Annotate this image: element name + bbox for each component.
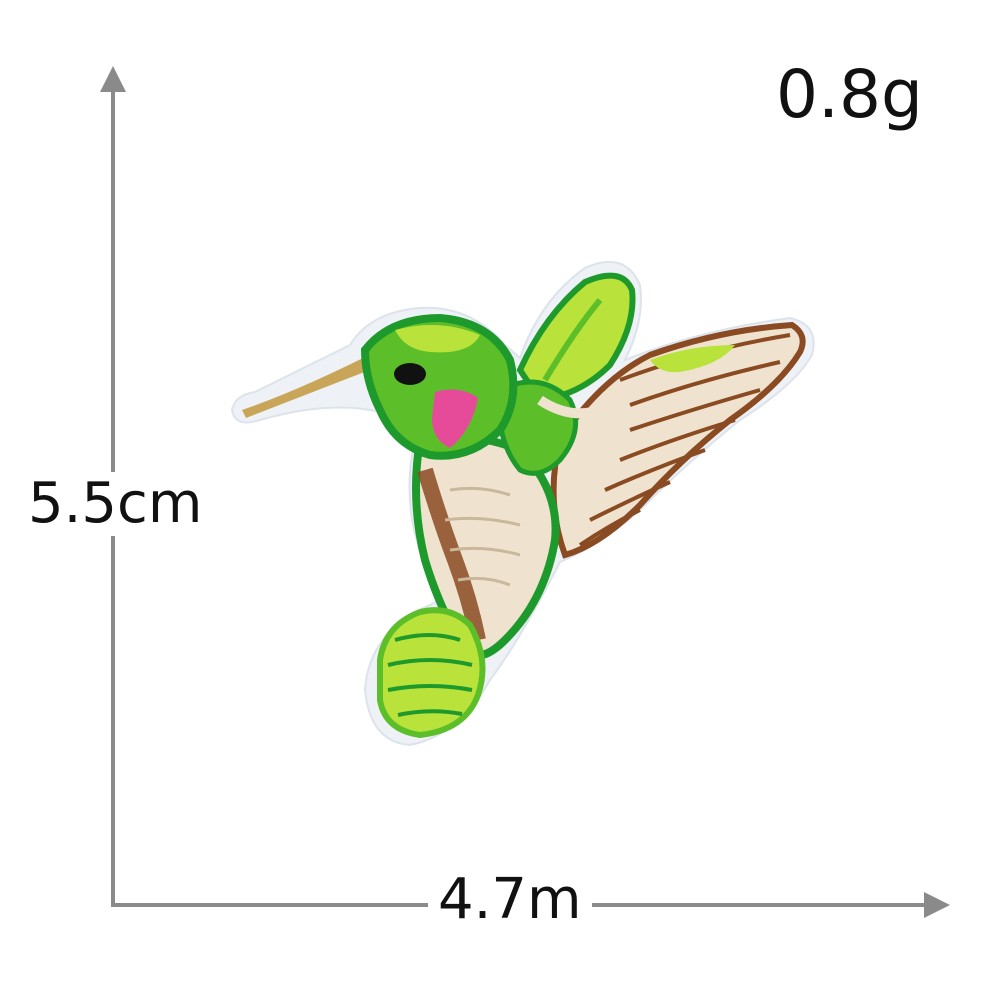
width-label: 4.7m [428, 872, 592, 928]
beak [242, 352, 380, 418]
height-label: 5.5cm [28, 471, 203, 536]
upper-wing [516, 272, 636, 404]
up-arrow-icon [100, 66, 126, 92]
bird-head [360, 313, 518, 460]
weight-label: 0.8g [776, 56, 923, 133]
hummingbird-patch [230, 260, 815, 747]
right-arrow-icon [924, 892, 950, 918]
tail [377, 607, 486, 739]
pink-throat [432, 389, 478, 448]
bird-eye [394, 363, 426, 385]
